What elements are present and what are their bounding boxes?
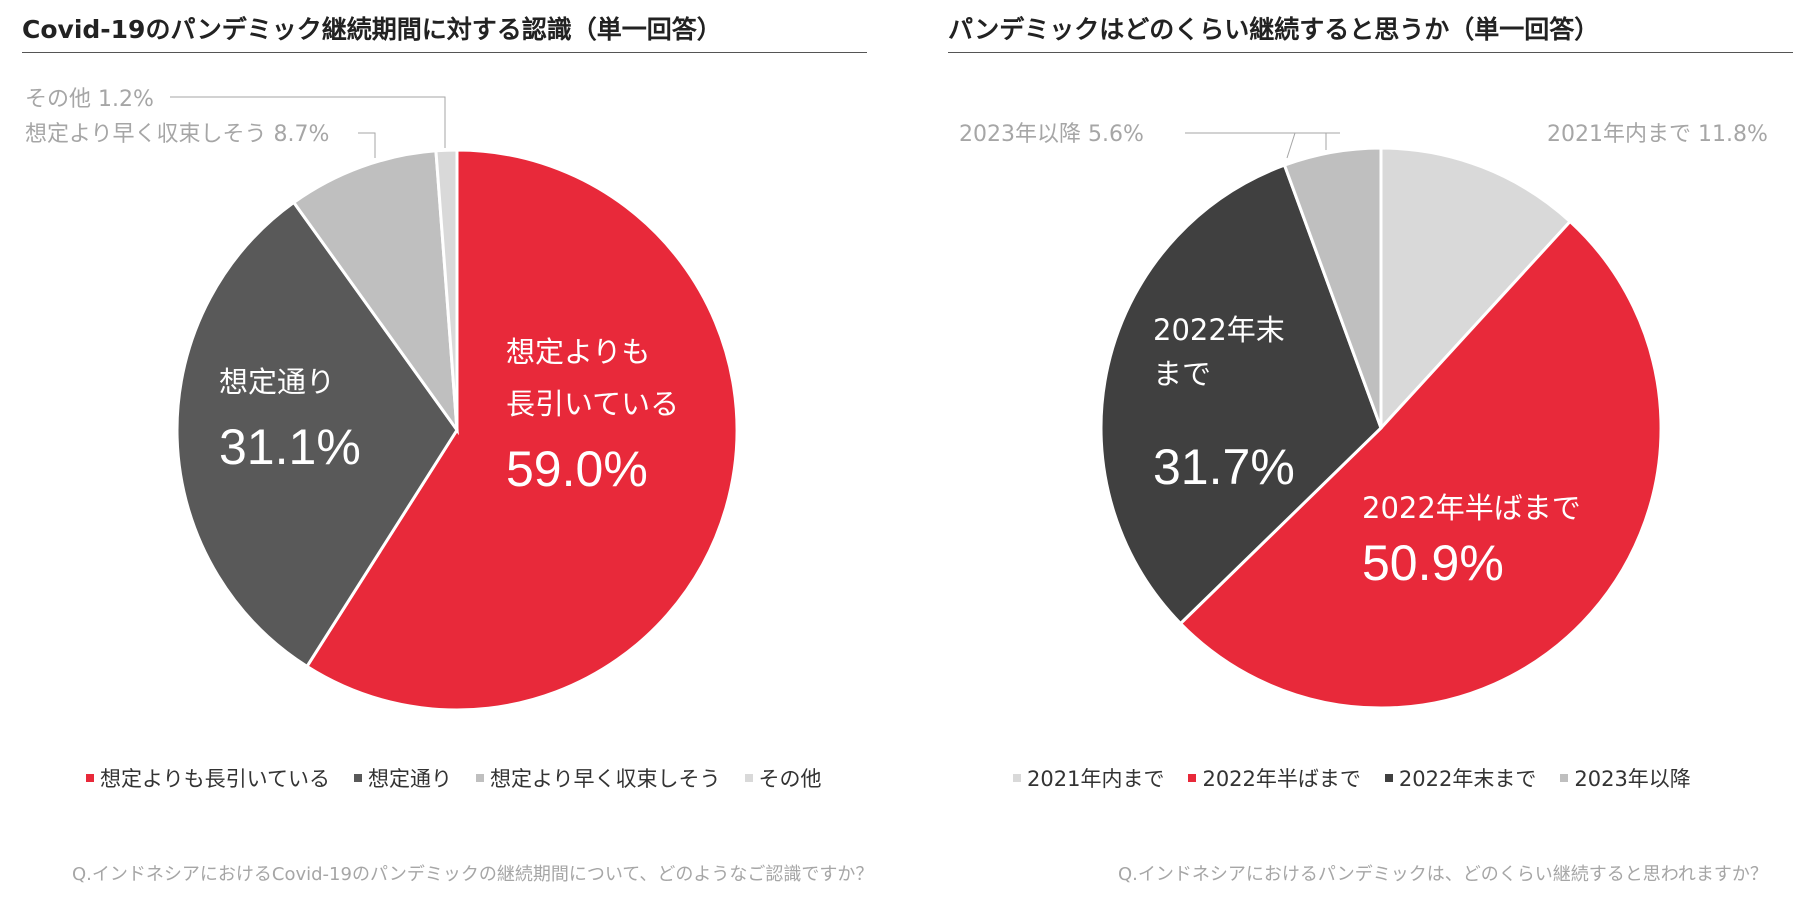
pie1-slice-4 — [434, 148, 459, 431]
pie1-slice-1-label-line1: 想定よりも — [506, 335, 650, 369]
pie2-slice-2 — [1178, 219, 1663, 710]
legend2-item-3: 2022年末まで — [1384, 763, 1537, 793]
legend-label: 2022年末まで — [1398, 767, 1537, 791]
pie2-slice-4 — [1282, 146, 1383, 429]
pie2-slice-1 — [1379, 146, 1573, 432]
pie1-slice-2-value: 31.1% — [219, 419, 361, 475]
pie2-slice-3-label-line2: まで — [1153, 357, 1211, 391]
legend-label: 想定よりも長引いている — [100, 767, 330, 791]
legend-swatch — [475, 774, 484, 782]
pie2-slice-2-value: 50.9% — [1362, 535, 1504, 591]
pie1-slice-3-outer-label: 想定より早く収束しそう 8.7% — [25, 122, 329, 147]
left-legend: 想定よりも長引いている 想定通り 想定より早く収束しそう その他 — [86, 763, 846, 793]
pie2-slice-2-label-line1: 2022年半ばまで — [1362, 491, 1581, 525]
pie1-slice-2 — [175, 200, 459, 669]
pie1-slice-3 — [291, 149, 459, 436]
legend-swatch — [86, 774, 94, 782]
legend1-item-4: その他 — [744, 763, 822, 793]
legend-swatch — [1384, 774, 1393, 782]
legend2-item-2: 2022年半ばまで — [1188, 763, 1361, 793]
legend-label: 2021年内まで — [1027, 767, 1165, 791]
pie2-slice-3 — [1099, 163, 1383, 626]
pie2-slice-3-label-line1: 2022年末 — [1153, 313, 1285, 347]
pie2-slice-4-leader-line — [1185, 132, 1327, 150]
right-question-text: Q.インドネシアにおけるパンデミックは、どのくらい継続すると思われますか？ — [1118, 864, 1768, 885]
left-title-rule — [22, 52, 867, 53]
right-title-rule — [948, 52, 1793, 53]
pie1-slice-1-label-line2: 長引いている — [506, 387, 679, 421]
pie2-slice-3-value: 31.7% — [1153, 439, 1295, 495]
legend-label: 想定より早く収束しそう — [489, 767, 721, 791]
legend1-item-3: 想定より早く収束しそう — [475, 763, 721, 793]
pie2-slice-1-outer-label: 2021年内まで 11.8% — [1547, 122, 1768, 147]
pie1-slice-1-value: 59.0% — [506, 441, 648, 497]
legend1-item-1: 想定よりも長引いている — [86, 763, 330, 793]
legend1-item-2: 想定通り — [353, 763, 452, 793]
pie1-slice-2-label-line1: 想定通り — [219, 365, 335, 399]
legend-swatch — [1560, 774, 1569, 782]
pie1-slice-4-outer-label: その他 1.2% — [25, 87, 154, 112]
legend-swatch — [744, 774, 753, 782]
right-chart-title: パンデミックはどのくらい継続すると思うか（単一回答） — [948, 15, 1600, 44]
right-pie-chart: 2022年半ばまで 50.9% 2022年末まで 31.7% 2021年内まで 11.8… — [959, 122, 1768, 710]
pie1-slice-3-leader-line — [358, 132, 376, 158]
left-question-text: Q.インドネシアにおけるCovid-19のパンデミックの継続期間について、どのよ… — [72, 864, 874, 885]
legend-swatch — [1188, 774, 1197, 782]
pie1-slice-4-leader-line — [170, 96, 446, 148]
pie1-slice-1 — [304, 148, 739, 712]
legend2-item-4: 2023年以降 — [1560, 763, 1691, 793]
legend-swatch — [353, 774, 362, 782]
left-pie-chart: 想定よりも長引いている 59.0% 想定通り 31.1% 想定より早く収束しそう 8.7… — [25, 87, 739, 712]
legend-label: 2023年以降 — [1574, 767, 1691, 791]
legend-label: 想定通り — [367, 767, 452, 791]
legend2-item-1: 2021年内まで — [1013, 763, 1164, 793]
legend-label: その他 — [758, 767, 822, 791]
legend-label: 2022年半ばまで — [1202, 767, 1361, 791]
legend-swatch — [1013, 774, 1021, 782]
right-legend: 2021年内まで 2022年半ばまで 2022年末まで 2023年以降 — [1013, 763, 1715, 793]
left-chart-title: Covid-19のパンデミック継続期間に対する認識（単一回答） — [22, 15, 722, 44]
pie2-slice-4-outer-label: 2023年以降 5.6% — [959, 122, 1144, 147]
